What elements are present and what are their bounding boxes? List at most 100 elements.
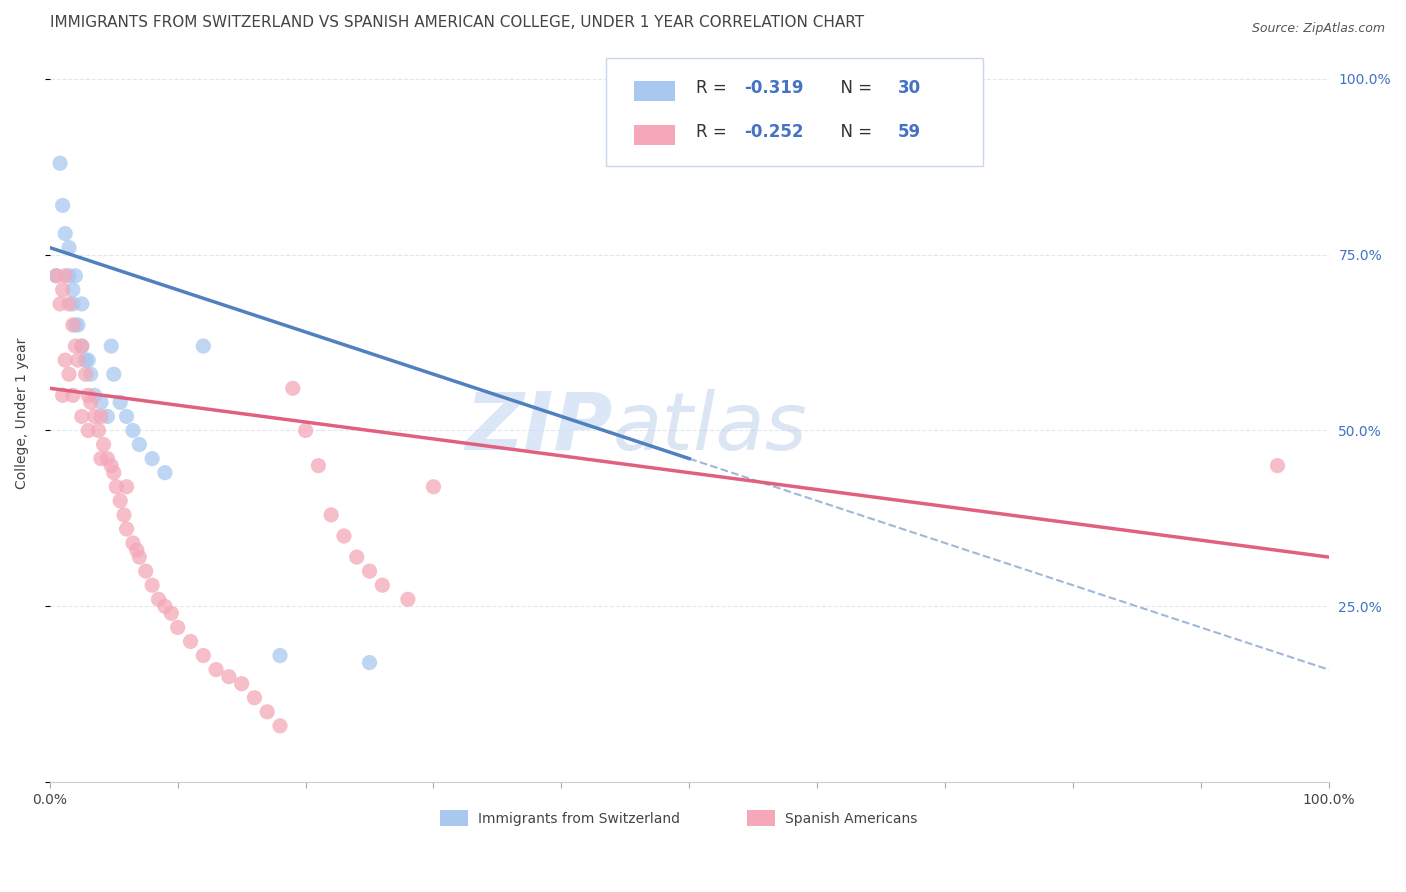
Point [65,318,87,332]
Point [333,529,356,543]
Point [115,480,138,494]
Point [1267,458,1289,473]
Point [122,536,145,550]
Text: IMMIGRANTS FROM SWITZERLAND VS SPANISH AMERICAN COLLEGE, UNDER 1 YEAR CORRELATIO: IMMIGRANTS FROM SWITZERLAND VS SPANISH A… [49,15,863,30]
Point [103,368,125,382]
Point [65,268,87,283]
Point [83,388,105,402]
Point [62,297,84,311]
Point [243,690,266,705]
Point [125,543,148,558]
Text: 30: 30 [897,78,921,96]
Point [52,283,75,297]
Point [70,297,93,311]
Point [65,339,87,353]
Text: Spanish Americans: Spanish Americans [785,812,918,826]
Point [93,437,115,451]
FancyBboxPatch shape [747,810,775,827]
Point [58,241,80,255]
Point [269,648,291,663]
Point [231,676,253,690]
Point [77,353,100,368]
Point [90,395,112,409]
Point [58,368,80,382]
Point [80,368,103,382]
Point [53,227,76,241]
Text: -0.252: -0.252 [744,123,804,141]
Point [193,339,215,353]
Point [396,592,419,607]
FancyBboxPatch shape [606,59,983,166]
Point [66,318,89,332]
Point [141,578,163,592]
Point [160,607,183,621]
Text: atlas: atlas [613,389,807,467]
Point [70,339,93,353]
Point [100,458,122,473]
Point [100,339,122,353]
Point [128,550,150,565]
FancyBboxPatch shape [634,81,675,101]
Point [281,381,304,395]
Text: Source: ZipAtlas.com: Source: ZipAtlas.com [1251,22,1385,36]
Point [256,705,278,719]
Point [45,268,67,283]
Point [122,424,145,438]
Point [371,578,394,592]
Point [80,395,103,409]
Point [307,458,329,473]
Point [166,620,188,634]
Point [359,564,381,578]
Point [53,268,76,283]
Point [58,268,80,283]
Point [75,353,97,368]
FancyBboxPatch shape [634,125,675,145]
Point [108,493,131,508]
Point [269,719,291,733]
Point [321,508,343,522]
Point [62,388,84,402]
Point [115,409,138,424]
Point [96,451,118,466]
Point [218,670,240,684]
Point [49,297,72,311]
Point [105,480,128,494]
Point [70,409,93,424]
Text: N =: N = [830,123,877,141]
Point [115,522,138,536]
Point [53,353,76,368]
Point [346,550,368,565]
Point [294,424,316,438]
Point [62,318,84,332]
Point [70,339,93,353]
Point [83,409,105,424]
Point [96,409,118,424]
Point [128,437,150,451]
Text: Immigrants from Switzerland: Immigrants from Switzerland [478,812,681,826]
Point [49,156,72,170]
Point [193,648,215,663]
Point [179,634,201,648]
Point [422,480,444,494]
Text: 59: 59 [897,123,921,141]
Point [58,297,80,311]
Text: -0.319: -0.319 [744,78,804,96]
Point [90,409,112,424]
Point [103,466,125,480]
Point [66,353,89,368]
Point [153,599,176,614]
Text: R =: R = [696,78,731,96]
Point [75,368,97,382]
Point [135,564,157,578]
Y-axis label: College, Under 1 year: College, Under 1 year [15,337,30,489]
Point [45,268,67,283]
FancyBboxPatch shape [440,810,468,827]
Point [52,388,75,402]
Text: N =: N = [830,78,877,96]
Point [62,283,84,297]
Point [205,663,228,677]
Point [148,592,170,607]
Point [77,424,100,438]
Point [141,451,163,466]
Point [359,656,381,670]
